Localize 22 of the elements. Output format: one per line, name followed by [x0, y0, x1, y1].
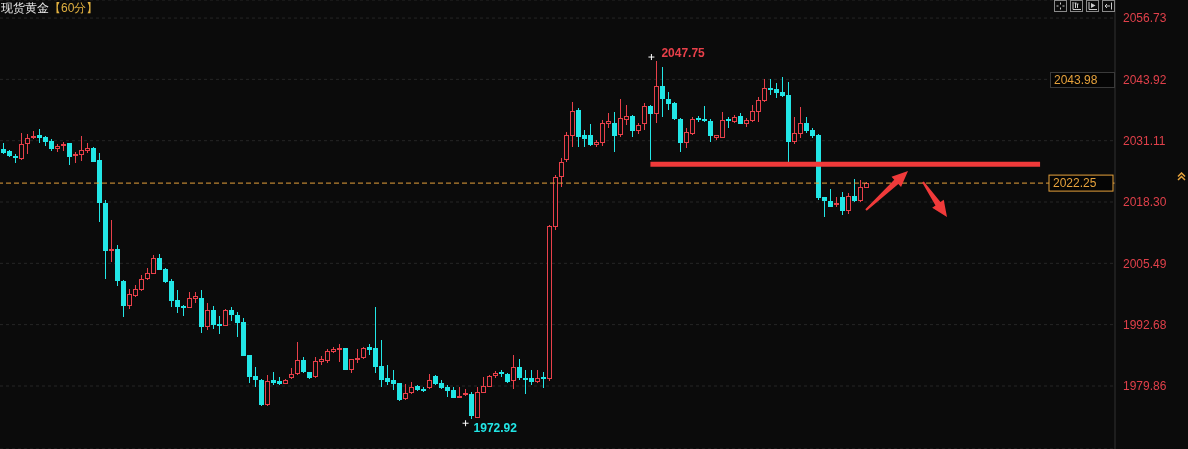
candlestick: [732, 114, 737, 123]
text: 1972.92: [473, 421, 517, 436]
candlestick: [612, 111, 617, 153]
candlestick: [648, 105, 653, 161]
y-tick-label: 2056.73: [1123, 11, 1167, 26]
candlestick: [636, 123, 641, 135]
annotation: 2043.98: [1050, 72, 1115, 88]
y-tick-label: 1979.86: [1123, 379, 1167, 394]
candlestick: [493, 370, 498, 379]
candlestick: [660, 66, 665, 118]
y-tick-label: 2031.11: [1123, 133, 1166, 148]
ref-line-label: 2022.25: [1053, 176, 1097, 191]
candlestick: [654, 60, 659, 124]
y-tick-label: 1992.68: [1123, 317, 1167, 332]
y-tick-label: 2043.92: [1123, 72, 1167, 87]
text: 2047.75: [661, 46, 705, 61]
chart-title: 现货黄金: [1, 1, 49, 15]
chart-subtitle: 【60分】: [49, 1, 99, 15]
y-tick-label: 2018.30: [1123, 195, 1167, 210]
y-tick-label: 2005.49: [1123, 256, 1167, 271]
candlestick: [109, 219, 114, 263]
candlestick: [678, 118, 683, 153]
